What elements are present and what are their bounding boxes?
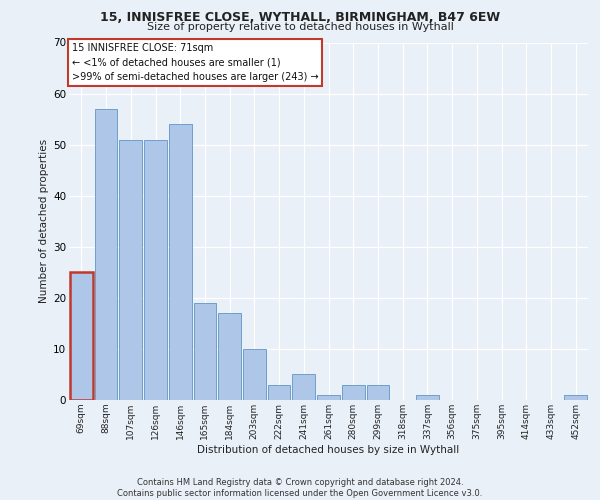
Text: Size of property relative to detached houses in Wythall: Size of property relative to detached ho… bbox=[146, 22, 454, 32]
Bar bbox=[243, 349, 266, 400]
Bar bbox=[367, 384, 389, 400]
Text: Contains HM Land Registry data © Crown copyright and database right 2024.
Contai: Contains HM Land Registry data © Crown c… bbox=[118, 478, 482, 498]
Bar bbox=[144, 140, 167, 400]
Bar bbox=[218, 313, 241, 400]
Bar bbox=[169, 124, 191, 400]
Bar bbox=[416, 395, 439, 400]
Text: 15, INNISFREE CLOSE, WYTHALL, BIRMINGHAM, B47 6EW: 15, INNISFREE CLOSE, WYTHALL, BIRMINGHAM… bbox=[100, 11, 500, 24]
Bar bbox=[194, 303, 216, 400]
X-axis label: Distribution of detached houses by size in Wythall: Distribution of detached houses by size … bbox=[197, 444, 460, 454]
Bar bbox=[95, 109, 118, 400]
Bar bbox=[317, 395, 340, 400]
Y-axis label: Number of detached properties: Number of detached properties bbox=[39, 139, 49, 304]
Bar bbox=[342, 384, 365, 400]
Bar bbox=[268, 384, 290, 400]
Bar bbox=[292, 374, 315, 400]
Bar bbox=[564, 395, 587, 400]
Bar bbox=[119, 140, 142, 400]
Bar bbox=[70, 272, 93, 400]
Text: 15 INNISFREE CLOSE: 71sqm
← <1% of detached houses are smaller (1)
>99% of semi-: 15 INNISFREE CLOSE: 71sqm ← <1% of detac… bbox=[71, 43, 318, 82]
